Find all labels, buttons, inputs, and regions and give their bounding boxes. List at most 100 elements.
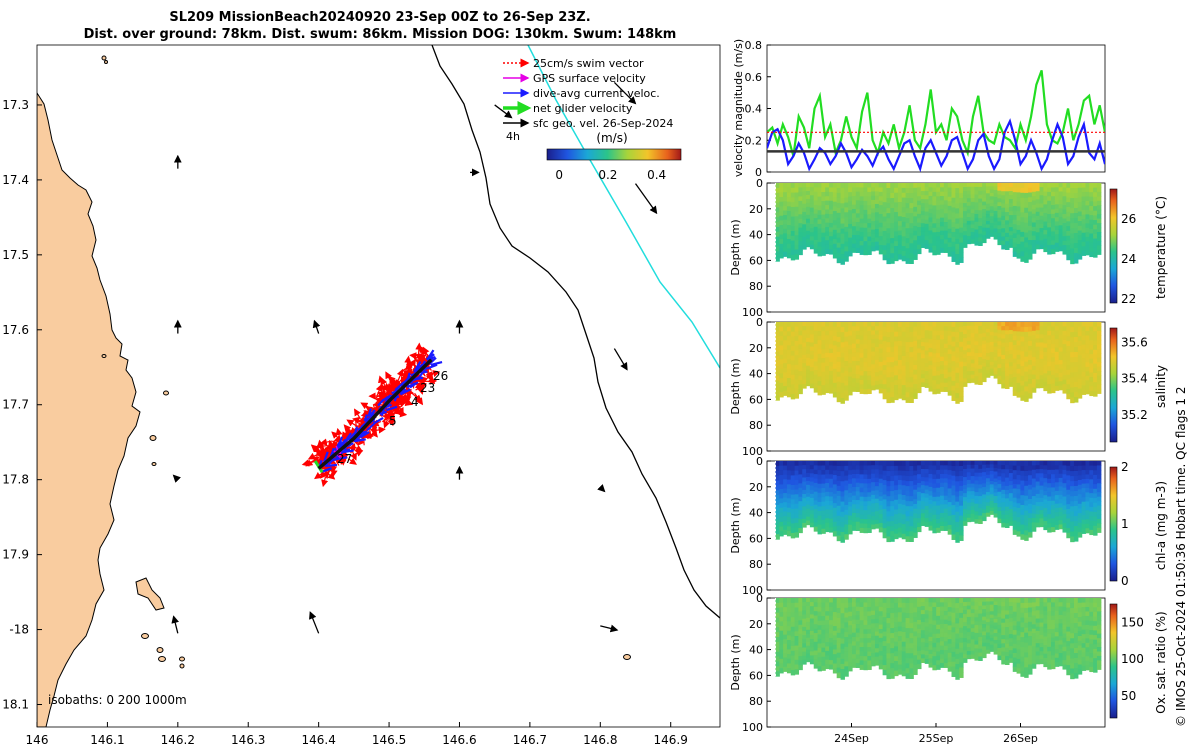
depth-cell: [936, 326, 940, 331]
colorbar-label: temperature (°C): [1154, 196, 1168, 299]
depth-cell: [921, 366, 925, 371]
depth-cell: [940, 526, 944, 531]
depth-cell: [986, 513, 990, 517]
depth-cell: [841, 239, 845, 245]
depth-cell: [856, 248, 860, 253]
depth-cell: [986, 211, 990, 215]
depth-cell: [852, 378, 856, 383]
depth-cell: [1074, 397, 1078, 403]
depth-cell: [948, 502, 952, 507]
depth-cell: [925, 375, 929, 380]
depth-cell: [814, 335, 818, 340]
depth-cell: [848, 643, 852, 648]
depth-cell: [787, 494, 791, 499]
depth-cell: [879, 353, 883, 358]
depth-cell: [810, 322, 814, 327]
depth-cell: [1066, 370, 1070, 375]
depth-cell: [837, 357, 841, 363]
depth-cell: [810, 523, 814, 528]
depth-cell: [1028, 346, 1032, 351]
depth-cell: [913, 499, 917, 504]
depth-cell: [852, 474, 856, 479]
depth-cell: [917, 523, 921, 528]
depth-cell: [1028, 336, 1032, 341]
depth-cell: [818, 206, 822, 211]
depth-cell: [860, 335, 864, 340]
depth-cell: [940, 231, 944, 236]
depth-cell: [963, 350, 967, 355]
map-x-tick-label: 146.1: [90, 733, 124, 747]
depth-cell: [1097, 331, 1101, 336]
depth-cell: [1059, 474, 1063, 479]
depth-cell: [1047, 389, 1051, 394]
depth-cell: [863, 515, 867, 520]
island: [164, 391, 169, 395]
depth-cell: [1024, 471, 1028, 477]
depth-cell: [852, 213, 856, 218]
depth-cell: [867, 201, 871, 206]
depth-cell: [936, 183, 940, 188]
depth-cell: [844, 327, 848, 332]
legend-label: net glider velocity: [533, 102, 633, 115]
depth-cell: [1047, 366, 1051, 371]
depth-cell: [1070, 491, 1074, 497]
coastline-land: [37, 93, 140, 727]
depth-cell: [791, 627, 795, 632]
depth-cell: [1066, 183, 1070, 188]
depth-cell: [925, 203, 929, 208]
depth-cell: [994, 510, 998, 514]
island: [102, 355, 106, 358]
depth-cell: [833, 470, 837, 475]
depth-cell: [1024, 486, 1028, 492]
depth-cell: [971, 469, 975, 473]
depth-cell: [974, 349, 978, 353]
depth-cell: [1043, 517, 1047, 522]
depth-cell: [1036, 490, 1040, 495]
depth-cell: [1001, 482, 1005, 487]
depth-cell: [1020, 500, 1024, 505]
depth-cell: [902, 222, 906, 227]
depth-cell: [898, 485, 902, 490]
depth-cell: [986, 374, 990, 378]
depth-cell: [1059, 508, 1063, 513]
depth-cell: [967, 484, 971, 488]
depth-cell: [787, 498, 791, 503]
depth-cell: [906, 526, 910, 532]
depth-cell: [1040, 183, 1044, 188]
depth-cell: [921, 346, 925, 351]
depth-cell: [1013, 516, 1017, 521]
depth-cell: [948, 488, 952, 493]
depth-cell: [875, 212, 879, 217]
depth-cell: [1043, 192, 1047, 197]
depth-cell: [963, 378, 967, 383]
depth-cell: [948, 516, 952, 521]
depth-cell: [963, 366, 967, 371]
depth-cell: [810, 602, 814, 607]
depth-cell: [974, 330, 978, 334]
depth-cell: [829, 519, 833, 524]
depth-cell: [955, 388, 959, 394]
depth-cell: [1017, 531, 1021, 536]
depth-cell: [1013, 386, 1017, 391]
depth-cell: [940, 222, 944, 227]
depth-cell: [791, 528, 795, 533]
depth-cell: [1028, 327, 1032, 332]
depth-cell: [852, 192, 856, 197]
depth-cell: [791, 514, 795, 519]
depth-cell: [775, 661, 779, 666]
depth-cell: [810, 643, 814, 648]
depth-cell: [967, 480, 971, 484]
depth-cell: [1093, 239, 1097, 244]
depth-cell: [1009, 215, 1013, 220]
depth-cell: [1055, 461, 1059, 466]
depth-cell: [852, 509, 856, 514]
depth-cell: [791, 499, 795, 504]
depth-cell: [863, 506, 867, 511]
depth-cell: [867, 362, 871, 367]
depth-cell: [829, 660, 833, 665]
depth-cell: [810, 224, 814, 229]
depth-cell: [863, 187, 867, 192]
depth-cell: [795, 197, 799, 202]
